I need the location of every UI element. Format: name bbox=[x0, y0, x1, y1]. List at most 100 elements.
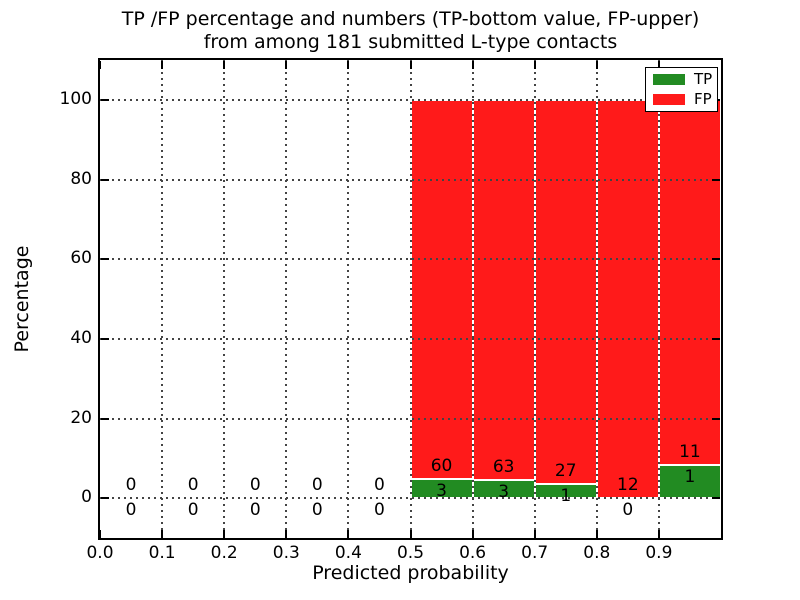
grid-line-horizontal bbox=[100, 98, 721, 101]
grid-line-vertical bbox=[657, 60, 660, 538]
tp-count-label: 1 bbox=[684, 466, 696, 487]
x-tick bbox=[409, 530, 412, 538]
bar-segment-fp bbox=[596, 99, 659, 499]
tp-count-label: 1 bbox=[560, 485, 572, 506]
grid-line-vertical bbox=[533, 60, 536, 538]
tp-count-label: 0 bbox=[125, 500, 137, 521]
x-tick bbox=[595, 530, 598, 538]
x-tick-label: 0.6 bbox=[459, 543, 487, 563]
bar-segment-fp bbox=[472, 99, 535, 481]
x-tick bbox=[285, 530, 288, 538]
bar-segment-tp bbox=[658, 464, 721, 499]
x-tick bbox=[533, 61, 536, 69]
fp-count-label: 0 bbox=[374, 475, 385, 496]
tp-count-label: 0 bbox=[311, 500, 323, 521]
grid-line-horizontal bbox=[100, 258, 721, 261]
tp-count-label: 0 bbox=[622, 500, 634, 521]
x-tick-label: 0.9 bbox=[645, 543, 673, 563]
grid-line-vertical bbox=[161, 60, 164, 538]
x-tick-label: 0.8 bbox=[583, 543, 611, 563]
y-tick-label: 40 bbox=[70, 327, 92, 348]
y-tick bbox=[101, 98, 109, 101]
x-tick bbox=[285, 61, 288, 69]
bar-segment-fp bbox=[410, 99, 473, 480]
tp-count-label: 3 bbox=[436, 481, 447, 502]
fp-count-label: 63 bbox=[492, 457, 515, 478]
x-tick-label: 0.2 bbox=[210, 543, 238, 563]
y-tick bbox=[101, 258, 109, 261]
y-tick bbox=[712, 337, 720, 340]
bar-segment-fp bbox=[658, 99, 721, 465]
grid-line-horizontal bbox=[100, 417, 721, 420]
fp-count-label: 0 bbox=[125, 475, 137, 496]
tp-count-label: 0 bbox=[187, 500, 199, 521]
grid-line-vertical bbox=[285, 60, 288, 538]
x-tick-label: 0.0 bbox=[86, 543, 114, 563]
legend-swatch-fp bbox=[653, 93, 685, 105]
bar-segment-fp bbox=[534, 99, 597, 484]
x-tick bbox=[595, 61, 598, 69]
tp-count-label: 3 bbox=[498, 482, 510, 503]
grid-line-vertical bbox=[595, 60, 598, 538]
y-tick-label: 20 bbox=[70, 407, 92, 428]
grid-line-horizontal bbox=[100, 178, 721, 181]
x-tick bbox=[347, 530, 350, 538]
y-tick bbox=[101, 337, 109, 340]
x-tick bbox=[161, 61, 164, 69]
y-tick-label: 80 bbox=[70, 168, 92, 189]
x-tick-label: 0.4 bbox=[334, 543, 362, 563]
y-axis-label: Percentage bbox=[11, 245, 33, 353]
x-tick-label: 0.5 bbox=[396, 543, 425, 563]
fp-count-label: 0 bbox=[249, 475, 261, 496]
fp-count-label: 0 bbox=[187, 475, 199, 496]
legend-entry: TP bbox=[653, 72, 717, 87]
x-tick bbox=[409, 61, 412, 69]
grid-line-vertical bbox=[471, 60, 474, 538]
x-tick-label: 0.1 bbox=[148, 543, 176, 563]
y-tick bbox=[712, 258, 720, 261]
fp-count-label: 12 bbox=[617, 475, 639, 496]
legend: TP FP bbox=[645, 67, 718, 112]
x-tick bbox=[533, 530, 536, 538]
y-tick bbox=[101, 497, 109, 500]
x-tick bbox=[223, 530, 226, 538]
x-tick bbox=[99, 530, 101, 538]
grid-line-horizontal bbox=[100, 337, 721, 340]
x-tick bbox=[471, 530, 474, 538]
y-tick bbox=[712, 497, 720, 500]
y-tick bbox=[712, 417, 720, 420]
fp-count-label: 11 bbox=[679, 441, 701, 462]
x-tick bbox=[347, 61, 350, 69]
x-tick-label: 0.7 bbox=[521, 543, 549, 563]
y-tick bbox=[101, 178, 109, 181]
legend-label: TP bbox=[694, 70, 713, 89]
x-tick bbox=[657, 61, 660, 69]
x-tick bbox=[99, 61, 101, 69]
x-tick bbox=[657, 530, 660, 538]
grid-line-vertical bbox=[409, 60, 412, 538]
fp-count-label: 0 bbox=[311, 475, 323, 496]
tp-count-label: 0 bbox=[374, 500, 385, 521]
grid-line-horizontal bbox=[100, 497, 721, 500]
x-tick bbox=[161, 530, 164, 538]
y-tick-label: 100 bbox=[59, 88, 92, 109]
legend-swatch-tp bbox=[653, 74, 685, 86]
tp-count-label: 0 bbox=[249, 500, 261, 521]
y-tick bbox=[712, 178, 720, 181]
x-axis-label: Predicted probability bbox=[312, 562, 509, 584]
y-tick-label: 60 bbox=[70, 248, 92, 269]
fp-count-label: 60 bbox=[430, 456, 453, 477]
grid-line-vertical bbox=[223, 60, 226, 538]
x-tick bbox=[223, 61, 226, 69]
grid-line-vertical bbox=[347, 60, 350, 538]
fp-count-label: 27 bbox=[554, 460, 577, 481]
x-tick-label: 0.3 bbox=[272, 543, 300, 563]
y-tick bbox=[101, 417, 109, 420]
legend-entry: FP bbox=[653, 89, 717, 108]
chart-title-line1: TP /FP percentage and numbers (TP-bottom… bbox=[121, 8, 700, 30]
y-tick-label: 0 bbox=[81, 487, 92, 508]
chart-title-line2: from among 181 submitted L-type contacts bbox=[203, 31, 618, 53]
legend-label: FP bbox=[694, 89, 712, 108]
chart-title: TP /FP percentage and numbers (TP-bottom… bbox=[98, 8, 723, 54]
